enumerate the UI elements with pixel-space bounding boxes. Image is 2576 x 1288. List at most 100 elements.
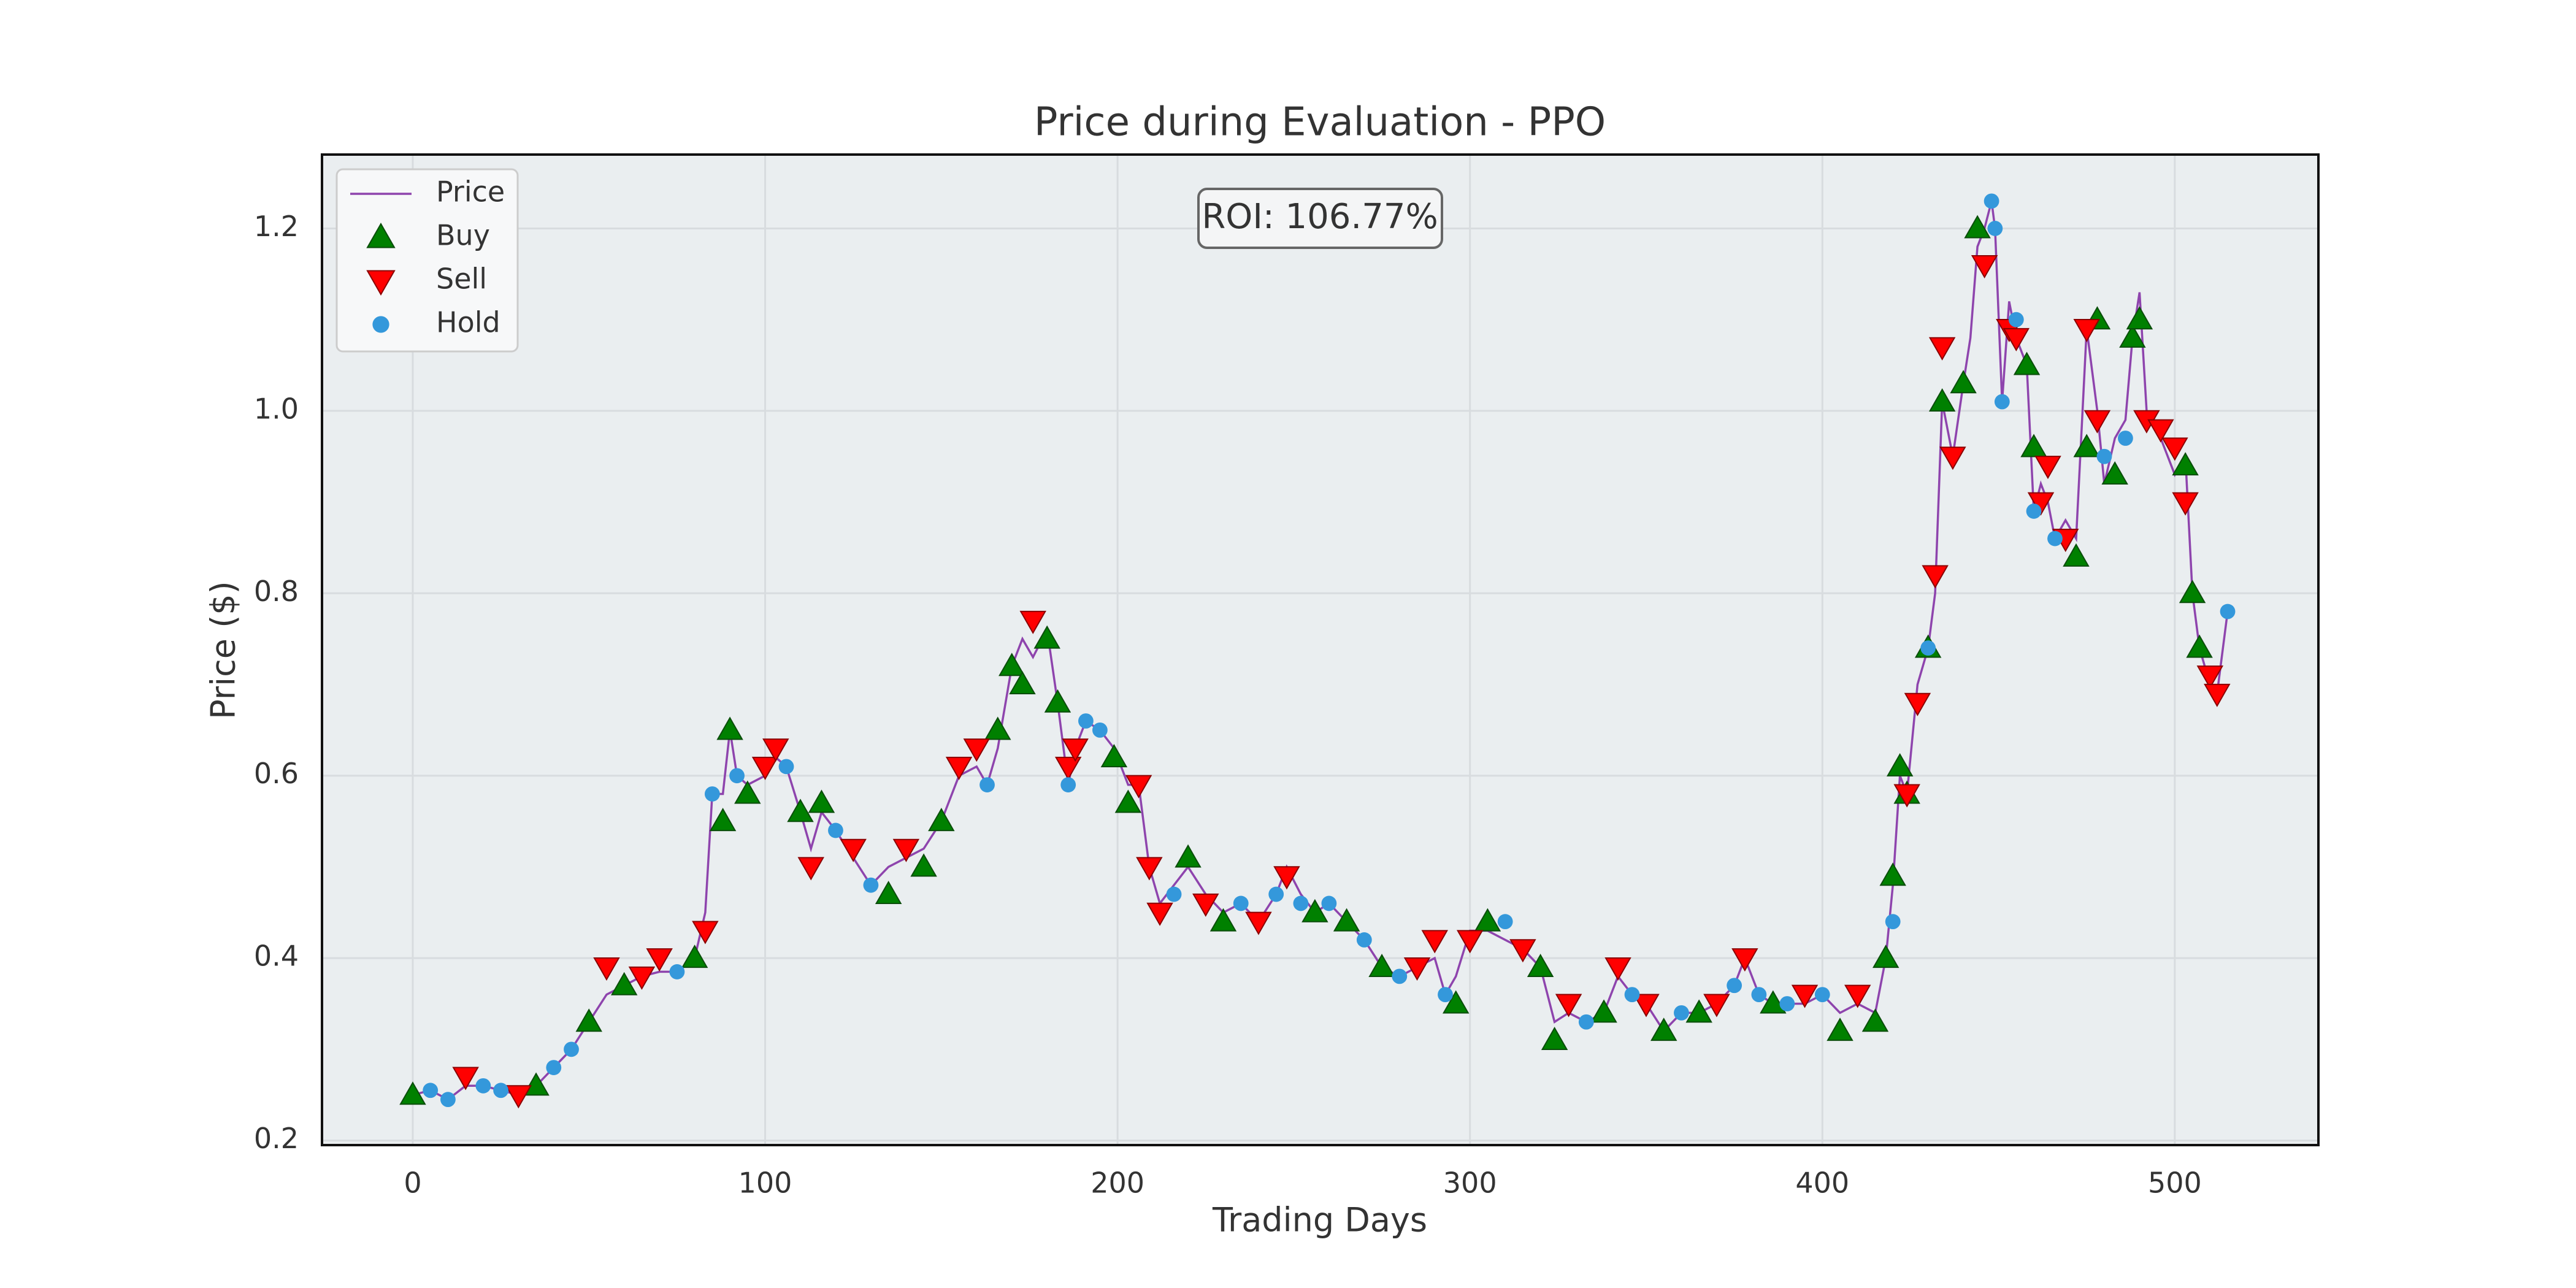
buy-marker <box>1114 789 1142 813</box>
hold-marker <box>979 777 995 792</box>
sell-marker <box>1904 692 1931 716</box>
sell-marker <box>1062 738 1089 762</box>
legend: Price Buy Sell Hold <box>335 168 519 353</box>
buy-marker <box>1685 999 1712 1023</box>
sell-marker <box>2073 319 2100 343</box>
sell-marker <box>1731 948 1758 972</box>
sell-marker <box>2003 328 2030 351</box>
hold-marker <box>1624 987 1640 1003</box>
sell-marker <box>1922 565 1949 589</box>
legend-label: Buy <box>436 219 490 252</box>
legend-label: Price <box>436 175 505 209</box>
y-tick-label: 0.8 <box>254 575 299 608</box>
buy-marker <box>1827 1018 1853 1041</box>
sell-marker <box>2147 419 2174 443</box>
sell-marker <box>1273 866 1300 890</box>
hold-marker <box>1233 895 1249 911</box>
x-tick-label: 0 <box>404 1167 421 1200</box>
buy-marker <box>1950 370 1977 394</box>
sell-marker <box>628 966 656 990</box>
sell-marker <box>692 921 719 945</box>
chart-title: Price during Evaluation - PPO <box>1034 100 1606 145</box>
buy-marker <box>910 853 937 877</box>
annotation: ROI: 106.77% <box>1202 197 1438 237</box>
buy-marker <box>875 881 902 905</box>
y-axis-label: Price ($) <box>204 581 243 719</box>
buy-marker <box>1368 953 1395 978</box>
hold-marker <box>475 1078 491 1094</box>
sell-marker <box>751 756 779 780</box>
buy-marker <box>2119 324 2146 348</box>
buy-marker <box>2020 434 2047 458</box>
buy-marker <box>399 1081 426 1105</box>
sell-marker <box>646 948 673 972</box>
buy-marker <box>1650 1018 1677 1041</box>
sell-marker <box>1421 930 1448 954</box>
hold-marker <box>1392 968 1408 984</box>
buy-marker <box>1886 753 1914 776</box>
buy-marker <box>928 808 955 832</box>
sell-marker <box>2083 410 2111 434</box>
buy-marker <box>366 222 396 248</box>
buy-marker <box>1442 990 1470 1014</box>
buy-marker <box>709 808 737 832</box>
hold-marker <box>546 1060 562 1075</box>
sell-marker <box>840 838 867 862</box>
hold-marker <box>1078 713 1094 729</box>
hold-marker <box>1497 914 1513 930</box>
sell-marker <box>1555 994 1582 1018</box>
buy-marker <box>1928 388 1956 412</box>
buy-marker <box>1033 625 1060 649</box>
hold-marker <box>1920 640 1936 656</box>
hold-marker <box>440 1092 456 1108</box>
sell-marker <box>366 270 396 296</box>
buy-marker <box>1590 999 1617 1023</box>
hold-marker <box>2026 504 2042 519</box>
sell-marker <box>1456 930 1484 954</box>
sell-marker <box>762 738 789 762</box>
sell-marker <box>1019 610 1046 634</box>
sell-marker <box>892 838 920 862</box>
x-axis-label: Trading Days <box>1212 1201 1427 1240</box>
sell-marker <box>1971 255 1998 278</box>
hold-marker <box>423 1083 439 1098</box>
hold-marker <box>1885 914 1901 930</box>
sell-marker <box>1844 984 1871 1008</box>
buy-marker <box>1044 689 1071 713</box>
x-tick-label: 200 <box>1091 1167 1144 1200</box>
x-tick-label: 400 <box>1795 1167 1849 1200</box>
sell-marker <box>797 857 824 881</box>
hold-marker <box>1984 193 1999 209</box>
buy-marker <box>2013 351 2041 375</box>
sell-marker <box>1125 775 1152 799</box>
sell-marker <box>1703 994 1730 1018</box>
marks <box>399 193 2236 1109</box>
y-tick-label: 0.6 <box>254 757 299 790</box>
hold-marker <box>1356 932 1372 948</box>
sell-marker <box>593 957 620 981</box>
hold-marker <box>1674 1005 1689 1021</box>
hold-marker <box>1321 895 1337 911</box>
sell-marker <box>1136 857 1163 881</box>
sell-marker <box>452 1067 479 1091</box>
hold-marker <box>1438 987 1453 1003</box>
buy-marker <box>2101 461 2128 485</box>
buy-marker <box>716 716 743 740</box>
buy-marker <box>681 945 708 968</box>
buy-marker <box>523 1072 550 1096</box>
buy-marker <box>1872 945 1899 968</box>
hold-marker <box>493 1083 508 1098</box>
hold-marker <box>863 877 879 893</box>
buy-marker <box>999 653 1025 677</box>
hold-marker <box>1060 777 1076 792</box>
hold-marker <box>828 822 843 838</box>
y-tick-label: 0.2 <box>254 1122 299 1155</box>
hold-marker <box>564 1041 579 1057</box>
hold-marker <box>1293 895 1309 911</box>
x-tick-label: 300 <box>1443 1167 1497 1200</box>
buy-marker <box>2179 580 2206 604</box>
buy-marker <box>2126 306 2153 330</box>
hold-marker <box>1166 886 1182 902</box>
hold-marker <box>1987 221 2003 236</box>
